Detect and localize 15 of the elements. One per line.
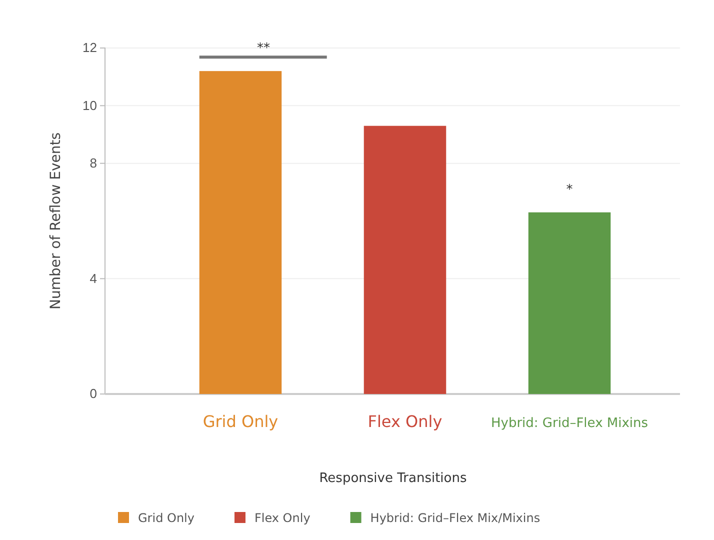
legend-label: Hybrid: Grid–Flex Mix/Mixins: [370, 511, 540, 525]
annotation: **: [257, 41, 271, 56]
legend-label: Flex Only: [254, 511, 310, 525]
legend-label: Grid Only: [138, 511, 194, 525]
x-tick-label: Flex Only: [368, 412, 442, 431]
y-tick-label: 8: [90, 155, 97, 170]
y-tick-label: 12: [82, 40, 97, 56]
x-tick-label: Grid Only: [202, 412, 278, 431]
y-tick-label: 4: [90, 270, 97, 286]
x-tick-label: Hybrid: Grid–Flex Mixins: [490, 416, 648, 431]
annotation: *: [566, 182, 574, 198]
y-axis-title: Number of Reflow Events: [48, 132, 64, 310]
y-tick-label: 0: [90, 386, 97, 402]
x-axis-title: Responsive Transitions: [319, 471, 467, 486]
y-tick-label: 10: [82, 98, 97, 113]
